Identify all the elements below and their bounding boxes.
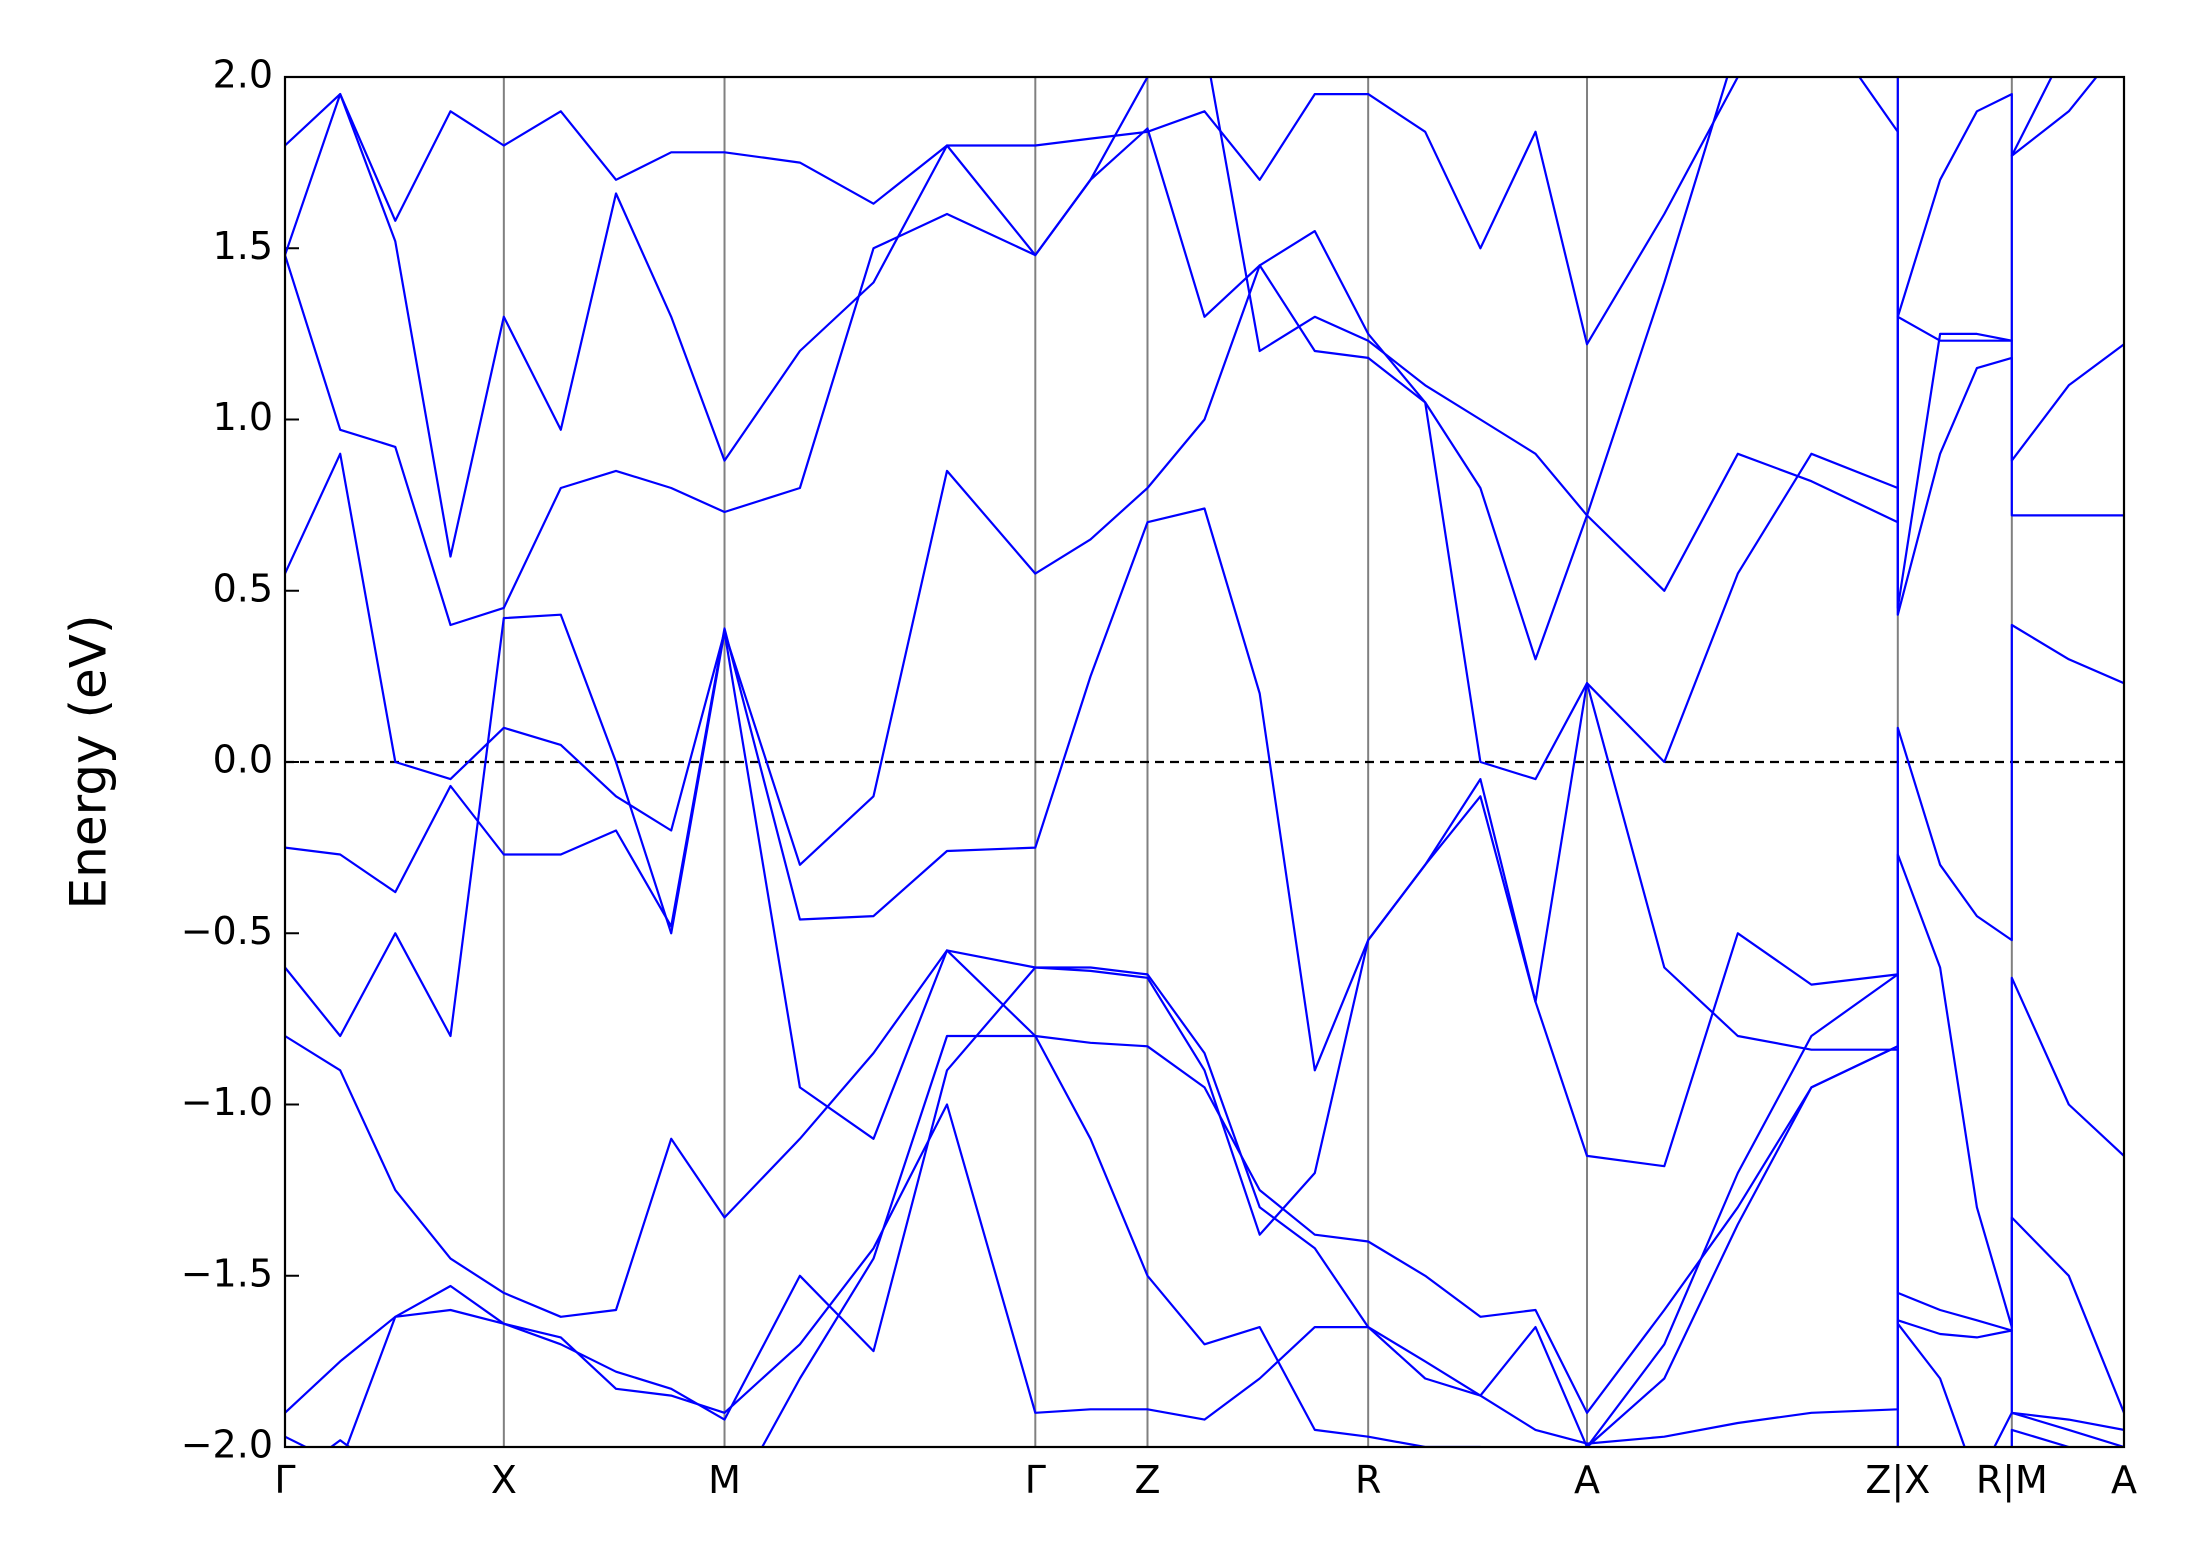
x-tick-label: A (1574, 1458, 1600, 1502)
band-line (285, 507, 2124, 1072)
bands (285, 77, 2124, 1447)
x-tick-label: Γ (1025, 1458, 1046, 1502)
x-tick-label: M (708, 1458, 741, 1502)
plot-frame (283, 75, 2126, 1449)
band-line (285, 127, 2124, 661)
y-tick-label: 1.0 (213, 395, 273, 439)
band-line (285, 77, 2098, 346)
x-tick-label: A (2111, 1458, 2137, 1502)
y-tick-label: −2.0 (181, 1423, 273, 1467)
y-axis-label: Energy (eV) (60, 615, 118, 910)
y-tick-label: −1.5 (181, 1251, 273, 1295)
band-line (285, 949, 2124, 1414)
band-line (285, 264, 2124, 866)
y-tick-label: 0.0 (213, 738, 273, 782)
x-tick-label: Z|X (1865, 1458, 1930, 1503)
y-tick-label: 0.5 (213, 566, 273, 610)
band-line (285, 613, 2124, 1329)
band-line (285, 1103, 2124, 1445)
y-tick-label: −0.5 (181, 909, 273, 953)
y-tick-label: 2.0 (213, 53, 273, 97)
x-tick-label: Γ (274, 1458, 295, 1502)
y-tick-label: −1.0 (181, 1080, 273, 1124)
band-line (285, 77, 2053, 609)
x-tick-label: R (1355, 1458, 1381, 1502)
band-line (329, 1034, 2073, 1447)
y-tick-label: 1.5 (213, 224, 273, 268)
band-line (285, 966, 2124, 1447)
x-tick-label: R|M (1976, 1458, 2048, 1503)
x-tick-label: X (491, 1458, 517, 1502)
x-tick-label: Z (1134, 1458, 1160, 1502)
